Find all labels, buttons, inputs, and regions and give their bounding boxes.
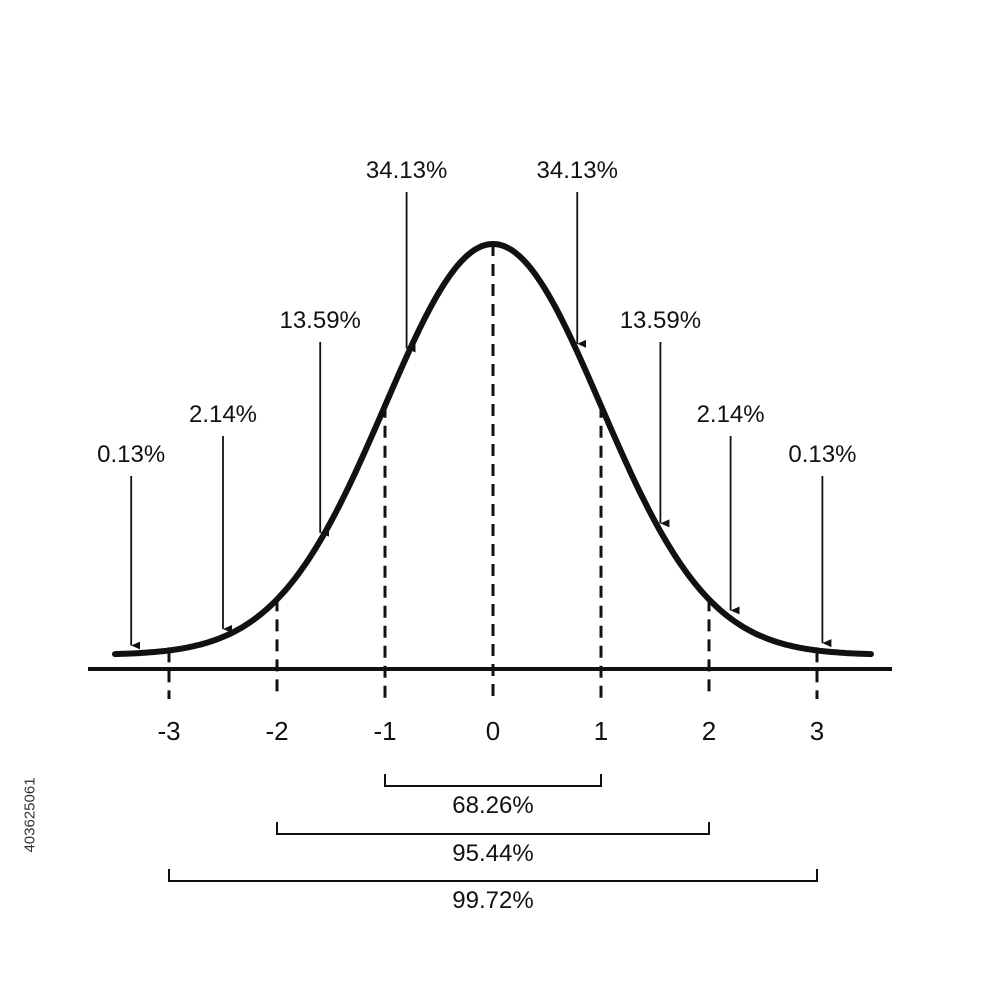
x-tick-label: 3 — [810, 716, 824, 746]
segment-label: 13.59% — [620, 307, 701, 334]
watermark-id-text: 403625061 — [21, 777, 39, 853]
range-bracket — [168, 869, 818, 882]
sd-dashed-lines — [167, 244, 819, 699]
segment-label: 13.59% — [279, 307, 360, 334]
x-tick-label: -2 — [265, 716, 288, 746]
segment-label: 0.13% — [97, 441, 165, 468]
x-tick-label: -3 — [157, 716, 180, 746]
range-label: 95.44% — [452, 840, 533, 867]
range-bracket — [384, 774, 602, 787]
x-tick-label: 2 — [702, 716, 716, 746]
segment-label: 2.14% — [697, 401, 765, 428]
x-tick-label: -1 — [373, 716, 396, 746]
x-tick-labels: -3 -2 -1 0 1 2 3 — [157, 716, 824, 746]
range-brackets: 68.26% 95.44% 99.72% — [168, 774, 818, 914]
segment-label: 2.14% — [189, 401, 257, 428]
bell-curve — [112, 240, 874, 658]
x-tick-label: 0 — [486, 716, 500, 746]
segment-label: 34.13% — [537, 157, 618, 184]
segment-percentage-labels: 0.13% 2.14% 13.59% 34.13% 34.13% 13.59% 2.14% 0… — [97, 157, 856, 468]
percentage-arrows — [130, 192, 832, 650]
segment-label: 0.13% — [788, 441, 856, 468]
range-label: 99.72% — [452, 887, 533, 914]
range-bracket — [276, 822, 710, 835]
range-label: 68.26% — [452, 792, 533, 819]
segment-label: 34.13% — [366, 157, 447, 184]
x-tick-label: 1 — [594, 716, 608, 746]
